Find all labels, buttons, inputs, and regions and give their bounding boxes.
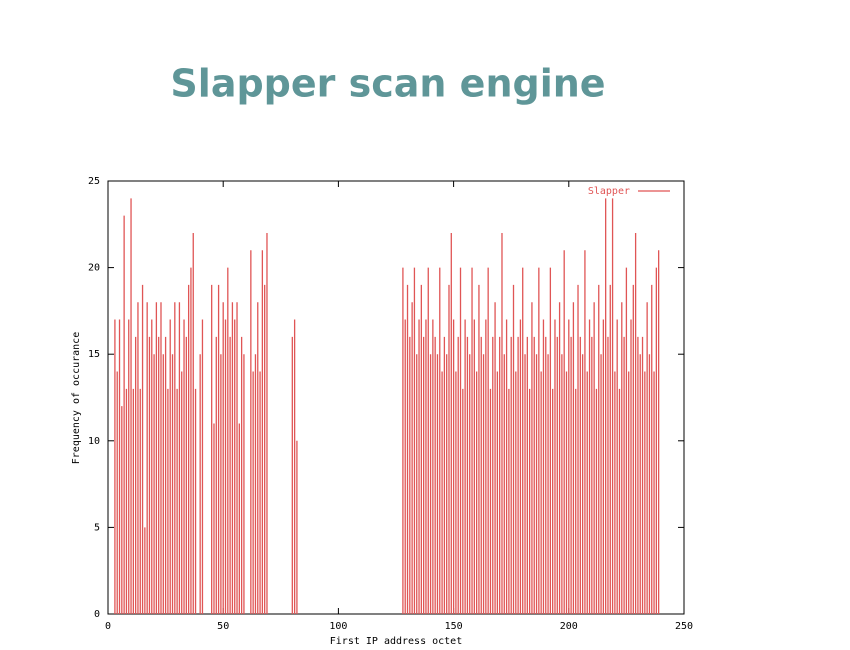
x-tick-label: 0 <box>105 621 111 632</box>
y-tick-label: 10 <box>88 436 100 447</box>
y-axis-label: Frequency of occurance <box>71 332 82 464</box>
y-tick-label: 15 <box>88 349 100 360</box>
x-tick-label: 100 <box>329 621 347 632</box>
x-tick-label: 200 <box>560 621 578 632</box>
x-tick-label: 250 <box>675 621 693 632</box>
slide-title: Slapper scan engine <box>170 62 605 106</box>
plot-frame <box>107 180 685 615</box>
x-tick-label: 50 <box>217 621 229 632</box>
y-tick-label: 5 <box>94 522 100 533</box>
legend-label: Slapper <box>588 186 630 197</box>
x-tick-label: 150 <box>445 621 463 632</box>
y-tick-label: 25 <box>88 176 100 187</box>
y-tick-label: 20 <box>88 263 100 274</box>
x-axis-label: First IP address octet <box>330 636 462 647</box>
y-tick-label: 0 <box>94 609 100 620</box>
